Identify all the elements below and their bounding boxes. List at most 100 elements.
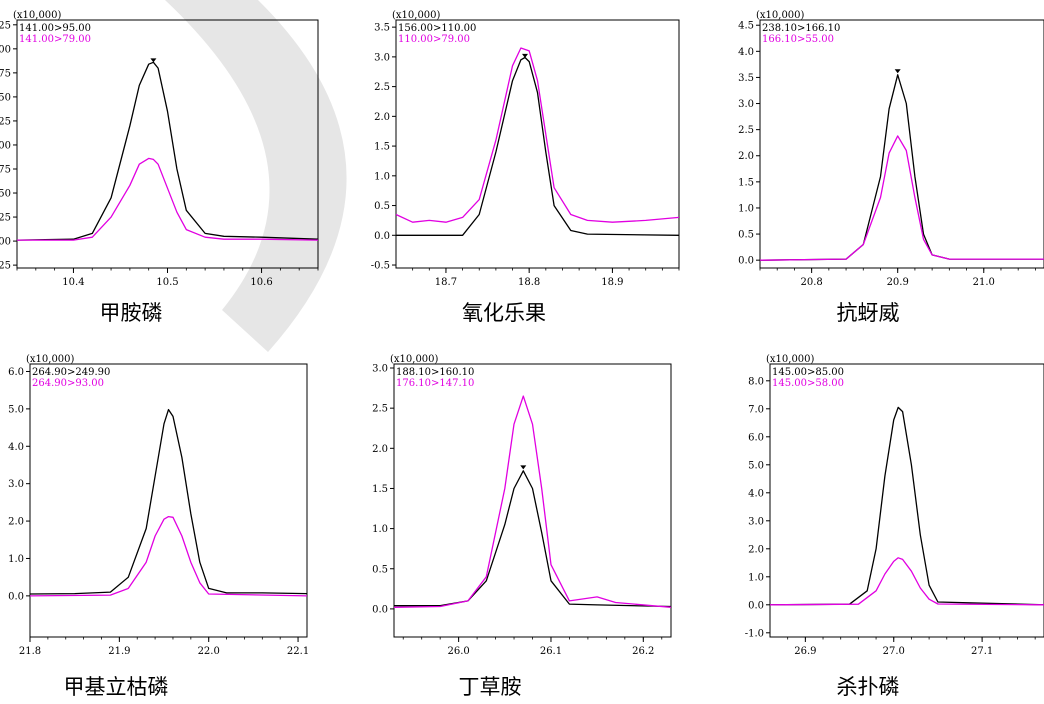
compound-caption: 丁草胺 xyxy=(459,675,522,699)
series-line-primary xyxy=(759,74,1044,261)
y-tick-label: 0.0 xyxy=(738,256,754,267)
x-tick-label: 21.9 xyxy=(108,646,130,657)
compound-caption: 抗蚜威 xyxy=(837,301,900,325)
y-tick-label: 3.0 xyxy=(748,516,764,527)
chart-panel-3: (x10,000) 0.0 0.5 1.0 1.5 2.0 2.5 3.0 3.5 4.0 4.5 2… xyxy=(738,10,1044,325)
y-tick-label: 8.0 xyxy=(748,376,764,387)
peak-marker xyxy=(894,69,901,74)
y-tick-label: 1.5 xyxy=(738,177,754,188)
peak-marker xyxy=(520,465,527,470)
x-tick-label: 18.8 xyxy=(518,277,540,288)
x-tick-label: 27.0 xyxy=(883,646,905,657)
y-tick-label: 4.0 xyxy=(748,488,764,499)
x-tick-label: 22.0 xyxy=(198,646,220,657)
y-tick-label: 0.50 xyxy=(0,189,11,200)
y-tick-label: 2.00 xyxy=(0,44,11,55)
series-line-primary xyxy=(394,470,672,608)
y-tick-label: 4.5 xyxy=(738,21,754,32)
y-tick-label: 2.0 xyxy=(738,151,754,162)
x-tick-label: 18.9 xyxy=(601,277,623,288)
y-tick-label: 7.0 xyxy=(748,404,764,415)
y-tick-label: 0.5 xyxy=(372,564,388,575)
y-tick-label: 2.25 xyxy=(0,20,11,31)
y-multiplier-label: (x10,000) xyxy=(390,354,439,365)
series-line-primary xyxy=(769,406,1044,606)
y-tick-label: 4.0 xyxy=(8,442,24,453)
y-tick-label: 1.25 xyxy=(0,116,11,127)
y-tick-label: 0.5 xyxy=(738,230,754,241)
chart-panel-1: (x10,000) -0.25 0.00 0.25 0.50 0.75 1.00 1.25 1.… xyxy=(0,10,319,325)
legend-entry: 156.00>110.00 xyxy=(398,23,476,34)
y-tick-label: 3.5 xyxy=(374,23,390,34)
y-tick-label: 0.0 xyxy=(372,604,388,615)
series-line-primary xyxy=(396,56,680,236)
legend-entry: 141.00>79.00 xyxy=(19,34,91,45)
series-line-secondary xyxy=(393,395,672,608)
y-tick-label: 2.0 xyxy=(8,517,24,528)
legend-entry: 145.00>58.00 xyxy=(772,378,844,389)
y-tick-label: 1.0 xyxy=(374,171,390,182)
y-tick-label: 1.0 xyxy=(8,554,24,565)
series-line-secondary xyxy=(769,557,1044,606)
y-tick-label: 1.5 xyxy=(374,142,390,153)
y-tick-label: 0.5 xyxy=(374,201,390,212)
legend-entry: 264.90>249.90 xyxy=(32,367,110,378)
y-tick-label: 0.0 xyxy=(748,600,764,611)
y-tick-label: 3.0 xyxy=(374,52,390,63)
y-tick-label: 1.75 xyxy=(0,68,11,79)
y-tick-label: 3.5 xyxy=(738,73,754,84)
x-tick-label: 21.8 xyxy=(19,646,41,657)
y-tick-label: -0.25 xyxy=(0,261,11,272)
y-tick-label: 1.00 xyxy=(0,140,11,151)
legend-entry: 166.10>55.00 xyxy=(762,34,834,45)
x-tick-label: 26.1 xyxy=(540,646,562,657)
compound-caption: 甲基立枯磷 xyxy=(64,675,169,699)
y-tick-label: 6.0 xyxy=(8,367,24,378)
chart-panel-6: (x10,000) -1.0 0.0 1.0 2.0 3.0 4.0 5.0 6.0 7.0 8.0… xyxy=(745,354,1044,699)
y-tick-label: 4.0 xyxy=(738,47,754,58)
x-tick-label: 21.0 xyxy=(973,277,995,288)
series-line-primary xyxy=(16,61,319,241)
y-multiplier-label: (x10,000) xyxy=(766,354,815,365)
x-tick-label: 26.0 xyxy=(448,646,470,657)
legend-entry: 264.90>93.00 xyxy=(32,378,104,389)
x-tick-label: 22.1 xyxy=(287,646,309,657)
legend-entry: 141.00>95.00 xyxy=(19,23,91,34)
y-tick-label: 1.5 xyxy=(372,484,388,495)
plot-frame xyxy=(29,363,308,638)
x-tick-label: 26.9 xyxy=(794,646,816,657)
y-multiplier-label: (x10,000) xyxy=(392,10,441,21)
series-line-secondary xyxy=(395,47,680,223)
series-line-secondary xyxy=(29,515,308,597)
plot-frame xyxy=(395,19,680,269)
y-tick-label: 3.0 xyxy=(372,364,388,375)
peak-marker xyxy=(150,58,157,63)
y-tick-label: 0.0 xyxy=(8,591,24,602)
x-tick-label: 20.8 xyxy=(801,277,823,288)
legend-entry: 238.10>166.10 xyxy=(762,23,840,34)
y-multiplier-label: (x10,000) xyxy=(26,354,75,365)
y-tick-label: 2.0 xyxy=(748,544,764,555)
x-tick-label: 10.6 xyxy=(250,277,272,288)
compound-caption: 杀扑磷 xyxy=(837,675,900,699)
compound-caption: 氧化乐果 xyxy=(462,301,546,325)
plot-frame xyxy=(769,363,1044,638)
legend-entry: 188.10>160.10 xyxy=(396,367,474,378)
compound-caption: 甲胺磷 xyxy=(100,301,163,325)
y-tick-label: 2.5 xyxy=(372,404,388,415)
y-tick-label: 1.0 xyxy=(372,524,388,535)
x-tick-label: 20.9 xyxy=(887,277,909,288)
x-tick-label: 10.4 xyxy=(62,277,84,288)
y-tick-label: 6.0 xyxy=(748,432,764,443)
y-tick-label: 5.0 xyxy=(748,460,764,471)
watermark-arc xyxy=(165,0,347,352)
y-tick-label: 0.0 xyxy=(374,231,390,242)
y-tick-label: 3.0 xyxy=(8,479,24,490)
y-tick-label: 2.0 xyxy=(372,444,388,455)
y-tick-label: 0.25 xyxy=(0,213,11,224)
y-tick-label: 1.0 xyxy=(748,572,764,583)
y-tick-label: 0.00 xyxy=(0,237,11,248)
plot-frame xyxy=(759,19,1044,269)
y-multiplier-label: (x10,000) xyxy=(13,10,62,21)
